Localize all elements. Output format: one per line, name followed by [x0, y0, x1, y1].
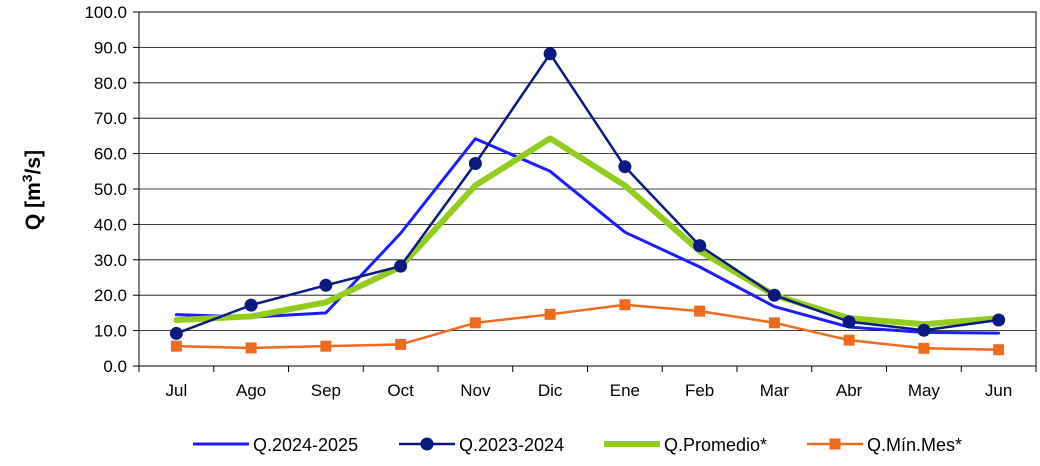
- x-tick-label: Nov: [460, 381, 491, 400]
- x-tick-label: May: [908, 381, 941, 400]
- data-point: [394, 259, 408, 273]
- legend-item: Q.2024-2025: [193, 435, 358, 455]
- y-axis-label-suffix: /s]: [22, 150, 45, 175]
- legend-label: Q.2024-2025: [253, 435, 358, 455]
- y-tick-label: 0.0: [103, 357, 127, 376]
- x-tick-label: Jul: [166, 381, 188, 400]
- data-point: [993, 344, 1005, 356]
- legend-label: Q.2023-2024: [459, 435, 564, 455]
- legend-item: Q.2023-2024: [399, 435, 564, 455]
- legend: Q.2024-2025 Q.2023-2024 Q.Promedio* Q.Mín.M…: [193, 435, 962, 455]
- x-tick-label: Dic: [538, 381, 563, 400]
- legend-label: Q.Promedio*: [664, 435, 767, 455]
- data-point: [170, 340, 182, 352]
- series-line: [173, 135, 1002, 328]
- y-tick-label: 50.0: [94, 180, 127, 199]
- data-point: [767, 288, 781, 302]
- gridlines: [139, 47, 1036, 332]
- data-point: [169, 326, 183, 340]
- x-tick-label: Sep: [311, 381, 341, 400]
- data-point: [842, 315, 856, 329]
- data-point: [320, 340, 332, 352]
- x-tick-label: Feb: [685, 381, 714, 400]
- data-point: [319, 278, 333, 292]
- x-tick-label: Mar: [760, 381, 790, 400]
- y-tick-label: 30.0: [94, 251, 127, 270]
- y-axis-label-superscript: 3: [19, 174, 35, 182]
- legend-item: Q.Mín.Mes*: [807, 435, 962, 455]
- legend-label: Q.Mín.Mes*: [867, 435, 962, 455]
- y-tick-label: 60.0: [94, 145, 127, 164]
- data-point: [843, 334, 855, 346]
- data-point: [917, 323, 931, 337]
- series-line: [175, 52, 1000, 335]
- y-axis-label-prefix: Q [m: [22, 182, 45, 230]
- data-point: [395, 338, 407, 350]
- data-point: [468, 157, 482, 171]
- data-point: [918, 342, 930, 354]
- data-point: [694, 305, 706, 317]
- y-axis-ticks: 0.0 10.0 20.0 30.0 40.0 50.0 60.0 70.0 80.0 90.0 1…: [84, 3, 139, 376]
- x-tick-label: Jun: [985, 381, 1012, 400]
- x-axis-ticks: Jul Ago Sep Oct Nov Dic Ene Feb Mar Abr May Jun: [138, 366, 1037, 400]
- y-tick-label: 100.0: [84, 3, 127, 22]
- y-tick-label: 90.0: [94, 38, 127, 57]
- legend-marker: [829, 438, 841, 450]
- y-tick-label: 10.0: [94, 322, 127, 341]
- series-group: [169, 47, 1006, 356]
- legend-marker: [420, 437, 434, 451]
- data-point: [244, 298, 258, 312]
- data-point: [768, 317, 780, 329]
- data-point: [544, 308, 556, 320]
- y-tick-label: 80.0: [94, 74, 127, 93]
- y-tick-label: 20.0: [94, 286, 127, 305]
- data-point: [992, 313, 1006, 327]
- legend-item: Q.Promedio*: [604, 435, 767, 455]
- series-line: [175, 303, 1000, 351]
- data-point: [618, 160, 632, 174]
- series-0: [174, 137, 1001, 335]
- data-point: [245, 342, 257, 354]
- x-tick-label: Oct: [387, 381, 414, 400]
- y-axis-label: Q [m3/s]: [19, 150, 45, 230]
- x-tick-label: Abr: [836, 381, 863, 400]
- data-point: [469, 317, 481, 329]
- data-point: [543, 47, 557, 61]
- x-tick-label: Ene: [610, 381, 640, 400]
- data-point: [693, 239, 707, 253]
- series-2: [173, 135, 1002, 328]
- series-line: [174, 137, 1001, 335]
- y-tick-label: 40.0: [94, 215, 127, 234]
- series-1: [169, 47, 1006, 340]
- x-tick-label: Ago: [236, 381, 266, 400]
- y-tick-label: 70.0: [94, 109, 127, 128]
- series-3: [170, 299, 1005, 356]
- data-point: [619, 299, 631, 311]
